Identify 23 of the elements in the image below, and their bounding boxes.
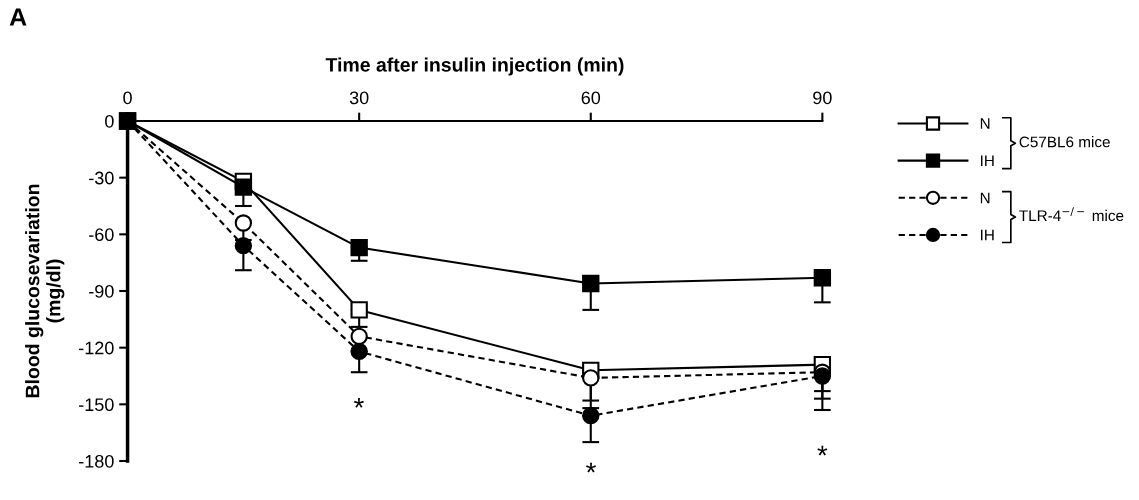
x-tick-label: 30 xyxy=(349,91,369,105)
y-tick-label: -120 xyxy=(79,341,114,355)
legend-label: N xyxy=(980,192,990,204)
y-tick-label: 0 xyxy=(105,114,114,128)
x-axis-title: Time after insulin injection (min) xyxy=(325,57,624,76)
text: C57BL6 mice xyxy=(1019,136,1110,148)
legend-label: N xyxy=(980,118,990,129)
legend-label: IH xyxy=(981,155,994,166)
y-tick-label: -90 xyxy=(89,284,114,298)
text: TLR-4$^{−/−}$ mice xyxy=(1019,207,1124,222)
y-tick-label: -60 xyxy=(89,228,114,242)
annotation: * xyxy=(817,445,828,456)
legend-label: IH xyxy=(981,229,994,241)
y-tick-label: -180 xyxy=(79,454,114,468)
x-tick-label: 60 xyxy=(581,91,601,105)
x-tick-label: 0 xyxy=(123,91,132,105)
text: A xyxy=(9,8,27,26)
text: * xyxy=(586,462,596,473)
y-tick-label: -30 xyxy=(89,171,114,185)
y-tick-label: -150 xyxy=(79,398,114,412)
x-tick-label: 90 xyxy=(813,91,832,105)
y-axis-title: Blood glucosevariation (mg/dl) xyxy=(25,184,65,398)
annotation: * xyxy=(353,398,364,408)
